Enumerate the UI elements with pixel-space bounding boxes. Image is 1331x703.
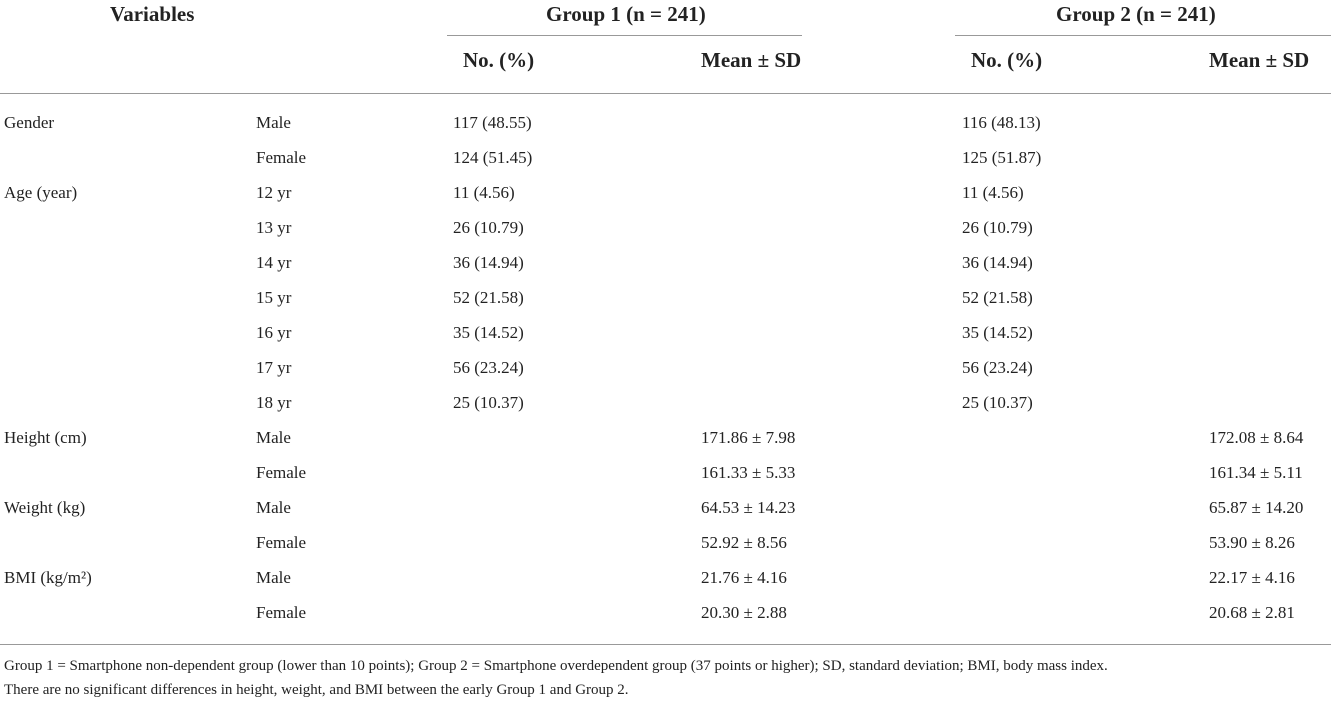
cell-variable: BMI (kg/m²) [4,568,92,587]
subheader: Mean ± SD [701,48,802,72]
cell-g2-no: 116 (48.13) [962,113,1041,132]
footnote: Group 1 = Smartphone non-dependent group… [4,658,1108,674]
cell-level: 18 yr [256,393,292,412]
cell-g2-mean: 65.87 ± 14.20 [1209,498,1304,517]
cell-g1-no: 35 (14.52) [453,323,524,342]
cell-variable: Weight (kg) [4,498,86,517]
cell-level: Female [256,148,307,167]
cell-level: Male [256,428,291,447]
cell-g2-no: 11 (4.56) [962,183,1024,202]
cell-g1-mean: 21.76 ± 4.16 [701,568,787,587]
cell-level: Female [256,463,307,482]
cell-variable: Height (cm) [4,428,87,447]
cell-g2-no: 125 (51.87) [962,148,1042,167]
rule [0,93,1331,94]
cell-g2-no: 25 (10.37) [962,393,1033,412]
cell-level: 12 yr [256,183,292,202]
cell-g1-no: 26 (10.79) [453,218,524,237]
cell-level: Male [256,498,291,517]
cell-g2-mean: 172.08 ± 8.64 [1209,428,1304,447]
cell-level: 16 yr [256,323,292,342]
cell-g2-mean: 20.68 ± 2.81 [1209,603,1295,622]
subheader: No. (%) [463,48,535,72]
cell-g2-no: 35 (14.52) [962,323,1033,342]
cell-g1-mean: 171.86 ± 7.98 [701,428,796,447]
group-header: Group 2 (n = 241) [1056,2,1216,26]
cell-g1-mean: 64.53 ± 14.23 [701,498,796,517]
cell-level: Male [256,568,291,587]
cell-g2-mean: 22.17 ± 4.16 [1209,568,1295,587]
cell-g2-mean: 53.90 ± 8.26 [1209,533,1295,552]
cell-level: Female [256,533,307,552]
cell-g1-no: 124 (51.45) [453,148,533,167]
cell-g1-no: 25 (10.37) [453,393,524,412]
cell-level: 13 yr [256,218,292,237]
cell-g1-no: 117 (48.55) [453,113,532,132]
cell-level: Male [256,113,291,132]
group-header: Group 1 (n = 241) [546,2,706,26]
cell-g2-no: 36 (14.94) [962,253,1033,272]
cell-g1-no: 11 (4.56) [453,183,515,202]
cell-level: 17 yr [256,358,292,377]
subheader: No. (%) [971,48,1043,72]
cell-g2-no: 52 (21.58) [962,288,1033,307]
cell-g2-no: 26 (10.79) [962,218,1033,237]
rule [447,35,802,36]
cell-level: Female [256,603,307,622]
cell-g1-no: 56 (23.24) [453,358,524,377]
cell-g1-mean: 52.92 ± 8.56 [701,533,787,552]
cell-g1-no: 52 (21.58) [453,288,524,307]
subheader: Mean ± SD [1209,48,1310,72]
cell-level: 14 yr [256,253,292,272]
cell-g1-mean: 161.33 ± 5.33 [701,463,796,482]
footnote: There are no significant differences in … [4,682,629,698]
cell-g2-mean: 161.34 ± 5.11 [1209,463,1303,482]
rule [0,644,1331,645]
cell-level: 15 yr [256,288,292,307]
cell-g1-no: 36 (14.94) [453,253,524,272]
header-variables: Variables [110,2,195,26]
cell-variable: Gender [4,113,55,132]
rule [955,35,1331,36]
cell-g1-mean: 20.30 ± 2.88 [701,603,787,622]
cell-variable: Age (year) [4,183,78,202]
cell-g2-no: 56 (23.24) [962,358,1033,377]
